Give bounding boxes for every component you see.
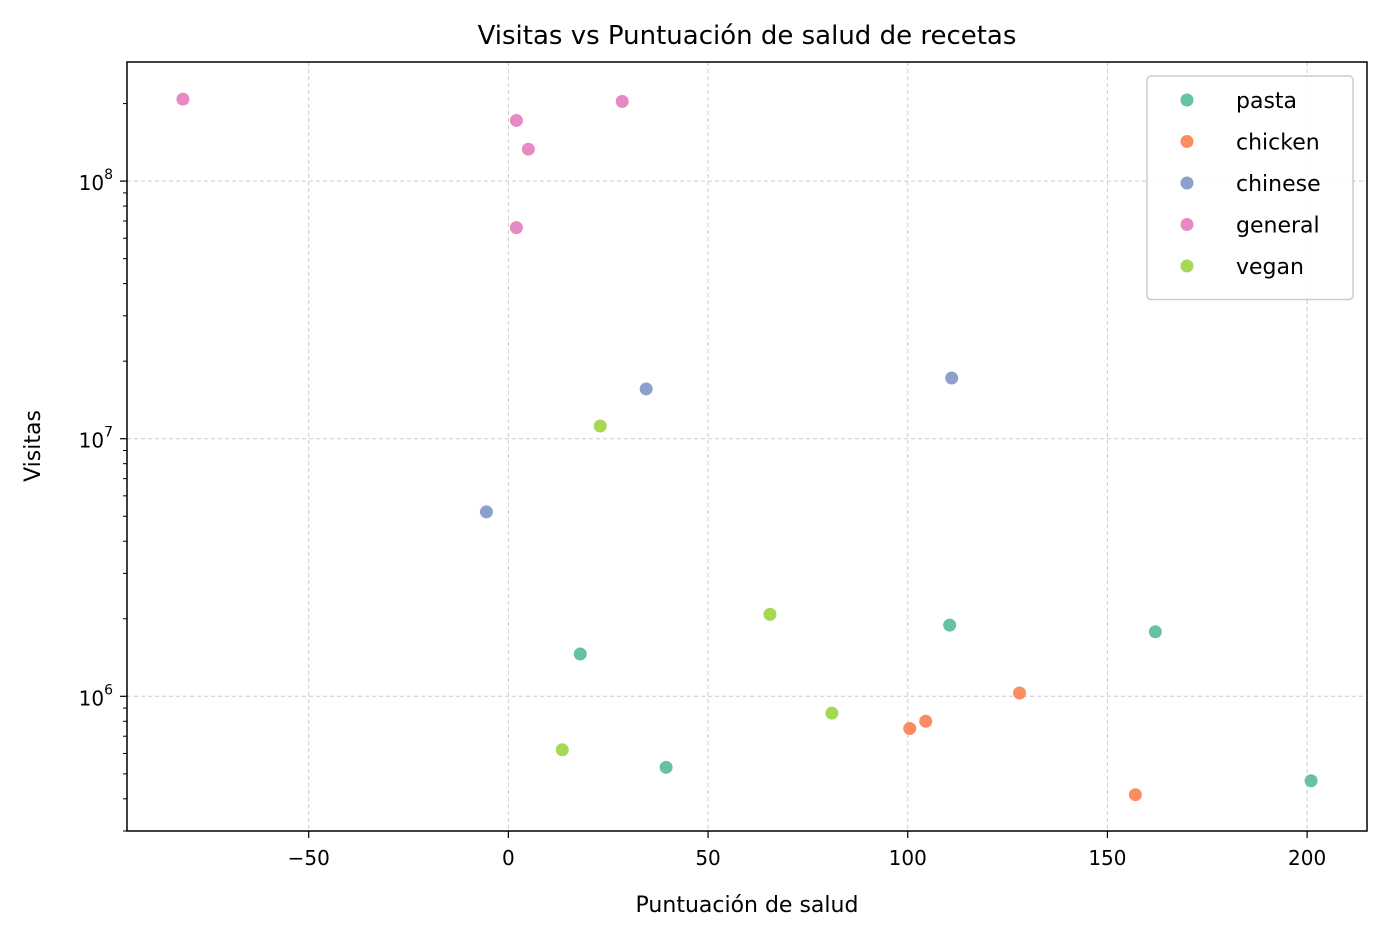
legend-label-chinese: chinese bbox=[1236, 172, 1321, 197]
data-point-pasta bbox=[1148, 625, 1162, 639]
legend-label-general: general bbox=[1236, 214, 1320, 239]
legend-marker-general bbox=[1180, 218, 1194, 231]
x-tick-label: 200 bbox=[1288, 846, 1326, 870]
data-point-general bbox=[509, 221, 523, 235]
data-point-pasta bbox=[573, 647, 587, 661]
plot-frame bbox=[126, 61, 1368, 832]
x-tick-label: 150 bbox=[1088, 846, 1126, 870]
x-tick-label: 100 bbox=[889, 846, 927, 870]
legend-marker-chinese bbox=[1180, 176, 1194, 190]
x-axis-label: Puntuación de salud bbox=[636, 893, 859, 918]
data-points bbox=[176, 92, 1318, 802]
data-point-general bbox=[509, 113, 523, 127]
legend-label-vegan: vegan bbox=[1236, 255, 1304, 280]
y-tick-label: 106 bbox=[79, 682, 113, 710]
x-tick-label: −50 bbox=[288, 846, 330, 870]
data-point-vegan bbox=[555, 743, 569, 757]
legend-marker-vegan bbox=[1180, 259, 1194, 273]
data-point-chicken bbox=[903, 721, 917, 735]
data-point-chinese bbox=[639, 382, 653, 396]
data-point-vegan bbox=[825, 706, 839, 720]
data-point-vegan bbox=[763, 607, 777, 621]
data-point-vegan bbox=[593, 419, 607, 433]
y-axis-label: Visitas bbox=[21, 410, 46, 482]
y-axis: 106 107 108 bbox=[79, 103, 127, 832]
data-point-chicken bbox=[1013, 686, 1027, 700]
chart-title: Visitas vs Puntuación de salud de receta… bbox=[478, 21, 1017, 51]
y-tick-label: 108 bbox=[79, 167, 113, 195]
y-tick-label: 107 bbox=[79, 425, 113, 453]
data-point-pasta bbox=[943, 618, 957, 632]
data-point-general bbox=[615, 94, 629, 108]
x-tick-label: 0 bbox=[502, 846, 515, 870]
data-point-chinese bbox=[479, 505, 493, 519]
x-axis: −50 0 50 100 150 200 bbox=[288, 831, 1326, 870]
legend-label-pasta: pasta bbox=[1236, 89, 1297, 114]
data-point-general bbox=[176, 92, 190, 106]
x-tick-label: 50 bbox=[695, 846, 720, 870]
legend: pasta chicken chinese general vegan bbox=[1146, 75, 1354, 301]
legend-marker-pasta bbox=[1180, 93, 1194, 107]
legend-marker-chicken bbox=[1180, 135, 1194, 148]
data-point-chicken bbox=[1128, 788, 1142, 802]
data-point-general bbox=[521, 142, 535, 156]
legend-label-chicken: chicken bbox=[1236, 131, 1320, 156]
data-point-chinese bbox=[945, 371, 959, 385]
legend-box bbox=[1146, 75, 1354, 301]
data-point-pasta bbox=[1304, 774, 1318, 788]
data-point-pasta bbox=[659, 760, 673, 774]
data-point-chicken bbox=[919, 714, 933, 728]
